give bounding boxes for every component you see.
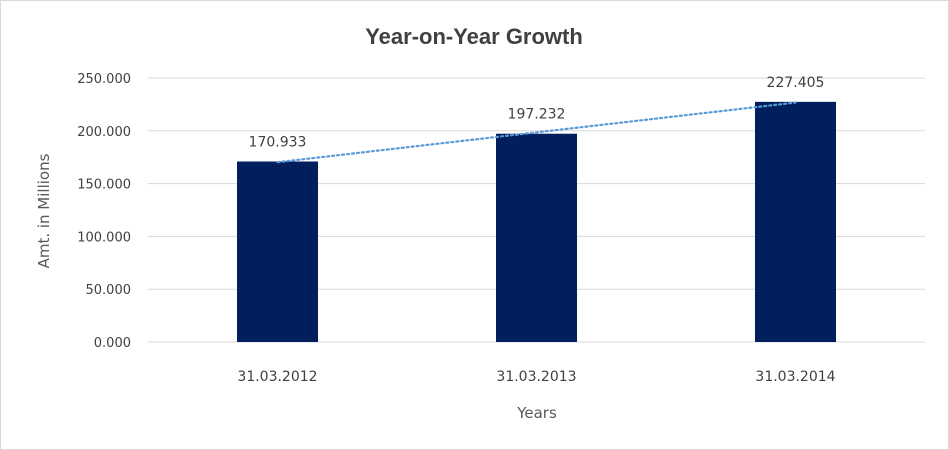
bar (496, 133, 577, 342)
bar (237, 161, 318, 342)
trendline (276, 101, 797, 164)
trendline-group (276, 101, 797, 164)
y-tick-label: 0.000 (94, 336, 131, 351)
chart-title: Year-on-Year Growth (365, 24, 583, 49)
data-label: 227.405 (767, 75, 825, 91)
data-label: 170.933 (249, 134, 307, 150)
data-labels: 170.933 197.232 227.405 (249, 75, 825, 151)
data-label: 197.232 (508, 107, 566, 123)
y-axis-title: Amt. in Millions (35, 153, 53, 268)
y-tick-label: 150.000 (77, 178, 131, 193)
bar (755, 101, 836, 342)
y-tick-label: 250.000 (77, 72, 131, 87)
x-tick-label: 31.03.2012 (237, 369, 317, 385)
x-axis-title: Years (516, 404, 557, 422)
y-tick-label: 50.000 (86, 283, 132, 298)
x-tick-label: 31.03.2014 (755, 369, 835, 385)
x-tick-label: 31.03.2013 (496, 369, 576, 385)
y-tick-labels: 0.000 50.000 100.000 150.000 200.000 250.000 (77, 72, 131, 351)
y-tick-label: 200.000 (77, 125, 131, 140)
y-tick-label: 100.000 (77, 230, 131, 245)
bars (237, 101, 836, 342)
x-tick-labels: 31.03.2012 31.03.2013 31.03.2014 (237, 369, 835, 385)
